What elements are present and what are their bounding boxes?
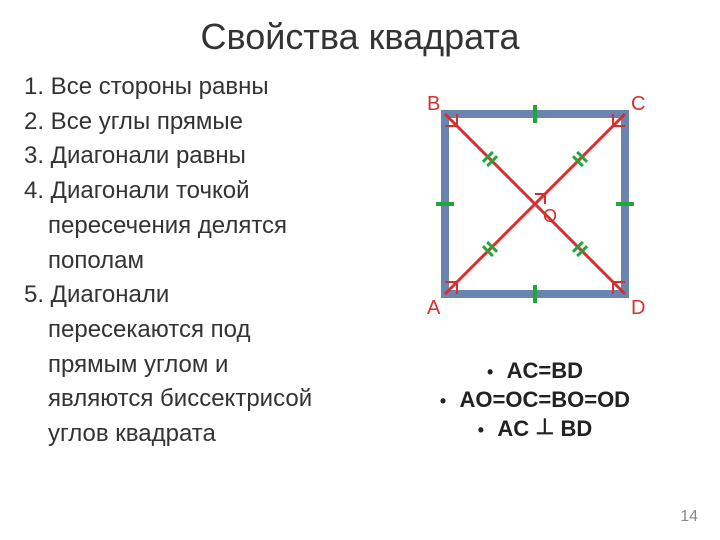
equation-3: • AC ⊥ BD xyxy=(440,416,630,442)
right-column: B C A D O • AC=BD • AO=OC=BO=OD • AC ⊥ BD xyxy=(374,72,696,454)
property-2: 2. Все углы прямые xyxy=(24,107,354,138)
properties-list: 1. Все стороны равны 2. Все углы прямые … xyxy=(24,72,354,454)
property-4-line1: 4. Диагонали точкой xyxy=(24,176,354,207)
svg-text:O: O xyxy=(543,206,557,226)
svg-text:C: C xyxy=(631,93,645,115)
bullet-icon: • xyxy=(440,391,446,412)
property-4-line2: пересечения делятся xyxy=(24,211,354,242)
eq1-text: AC=BD xyxy=(507,358,583,383)
perpendicular-icon: ⊥ xyxy=(535,414,554,440)
square-svg: B C A D O xyxy=(415,90,655,326)
property-5-line4: являются биссектрисой xyxy=(24,384,354,415)
square-diagram: B C A D O xyxy=(415,90,655,331)
bullet-icon: • xyxy=(487,362,493,383)
eq2-text: AO=OC=BO=OD xyxy=(460,387,631,412)
page-number: 14 xyxy=(680,508,698,526)
property-1: 1. Все стороны равны xyxy=(24,72,354,103)
content-row: 1. Все стороны равны 2. Все углы прямые … xyxy=(24,72,696,454)
slide: Свойства квадрата 1. Все стороны равны 2… xyxy=(0,0,720,540)
equation-1: • AC=BD xyxy=(440,358,630,384)
property-5-line5: углов квадрата xyxy=(24,419,354,450)
bullet-icon: • xyxy=(478,420,484,441)
property-5-line2: пересекаются под xyxy=(24,315,354,346)
slide-title: Свойства квадрата xyxy=(24,16,696,58)
eq3-right: BD xyxy=(561,416,593,441)
property-3: 3. Диагонали равны xyxy=(24,141,354,172)
property-5-line3: прямым углом и xyxy=(24,350,354,381)
eq3-left: AC xyxy=(497,416,529,441)
equation-2: • AO=OC=BO=OD xyxy=(440,387,630,413)
svg-text:B: B xyxy=(427,93,440,115)
equations-block: • AC=BD • AO=OC=BO=OD • AC ⊥ BD xyxy=(440,355,630,445)
svg-text:D: D xyxy=(631,297,645,319)
property-5-line1: 5. Диагонали xyxy=(24,280,354,311)
svg-text:A: A xyxy=(427,297,441,319)
property-4-line3: пополам xyxy=(24,246,354,277)
